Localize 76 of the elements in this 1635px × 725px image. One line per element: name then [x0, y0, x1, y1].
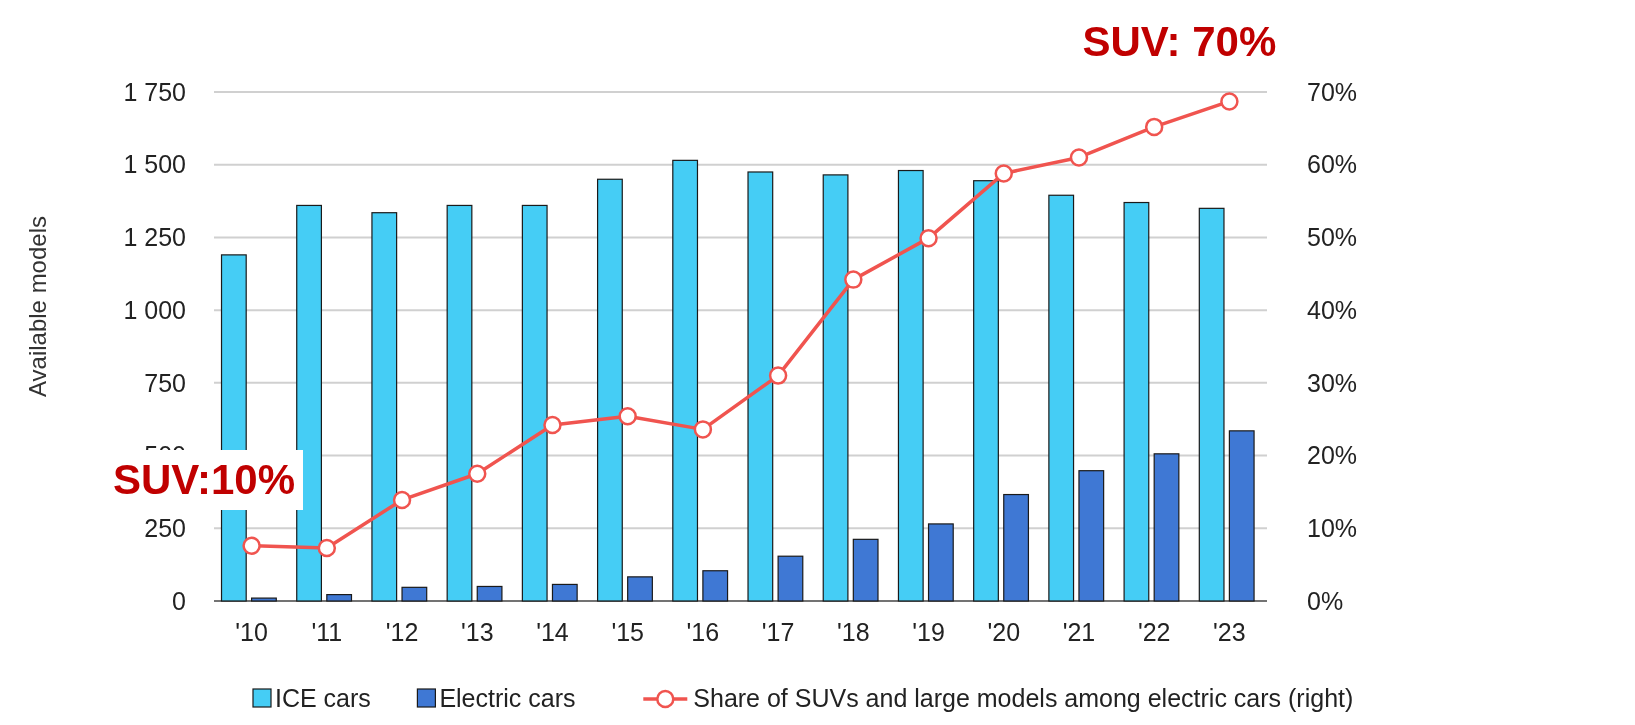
x-tick-label: '21 — [1062, 618, 1096, 646]
x-tick-label: '23 — [1213, 618, 1246, 646]
y2-tick-label: 30% — [1307, 368, 1358, 397]
bar — [401, 586, 428, 602]
bar — [296, 204, 323, 602]
point — [1069, 148, 1089, 167]
bar — [551, 583, 578, 602]
y-tick-label: 250 — [144, 514, 186, 543]
y2-tick-label: 60% — [1307, 150, 1358, 179]
bar — [822, 174, 849, 602]
x-tick-label: '19 — [912, 618, 945, 646]
x-tick-label: '22 — [1137, 618, 1171, 646]
point — [392, 490, 412, 510]
bar — [326, 594, 353, 602]
bar — [1078, 470, 1105, 602]
point — [919, 228, 938, 248]
y2-tick-label: 20% — [1307, 441, 1358, 470]
y-tick-label: 750 — [144, 368, 186, 397]
bar — [1048, 194, 1075, 602]
bar — [897, 169, 924, 602]
bar — [1123, 201, 1150, 602]
bar — [476, 585, 503, 602]
y-tick-label: 1 250 — [123, 223, 186, 252]
point — [317, 538, 337, 558]
y-tick-label: 0 — [172, 586, 186, 615]
point — [693, 420, 713, 439]
point — [242, 536, 261, 555]
bar — [1228, 430, 1255, 602]
x-tick-label: '20 — [987, 618, 1021, 646]
point — [768, 366, 788, 385]
bar — [596, 178, 623, 602]
bar — [446, 204, 473, 602]
y-tick-label: 1 500 — [123, 150, 186, 179]
y2-tick-label: 70% — [1307, 77, 1358, 106]
legend-label: ICE cars — [275, 684, 371, 712]
x-tick-label: '11 — [311, 618, 343, 646]
point — [1144, 117, 1164, 137]
bar — [702, 570, 729, 602]
x-tick-label: '17 — [761, 618, 795, 646]
point — [543, 415, 562, 435]
bar — [371, 212, 398, 602]
legend-label: Electric cars — [439, 684, 576, 712]
y-tick-label: 1 000 — [123, 295, 186, 324]
x-tick-label: '15 — [611, 618, 644, 646]
y-axis-title: Available models — [24, 216, 51, 397]
bar — [747, 171, 774, 602]
y2-tick-label: 10% — [1307, 514, 1358, 543]
bar — [1153, 453, 1180, 602]
x-tick-label: '12 — [385, 618, 419, 646]
x-tick-label: '18 — [837, 618, 870, 646]
bar — [1198, 207, 1225, 602]
y-tick-label: 1 750 — [123, 77, 186, 106]
bar — [927, 523, 954, 602]
x-tick-label: '16 — [686, 618, 720, 646]
bar — [251, 597, 277, 602]
bar — [852, 538, 879, 602]
text: SUV: 70% — [1082, 18, 1277, 65]
point — [994, 164, 1013, 183]
y2-tick-label: 0% — [1307, 586, 1344, 615]
legend-label: Share of SUVs and large models among electric cars (right) — [693, 684, 1354, 712]
x-tick-label: '10 — [235, 618, 268, 646]
point — [618, 407, 637, 426]
bar — [521, 204, 548, 602]
x-tick-label: '13 — [460, 618, 494, 646]
point — [844, 270, 863, 289]
annotation: SUV:10% — [112, 456, 296, 503]
bar — [627, 576, 653, 602]
x-tick-label: '14 — [536, 618, 569, 646]
y2-tick-label: 50% — [1307, 223, 1358, 252]
bar — [672, 159, 699, 602]
bar — [777, 555, 804, 602]
point — [1220, 92, 1239, 111]
y2-tick-label: 40% — [1307, 295, 1358, 324]
bar — [973, 180, 999, 602]
bar — [1003, 493, 1030, 602]
point — [468, 464, 487, 483]
